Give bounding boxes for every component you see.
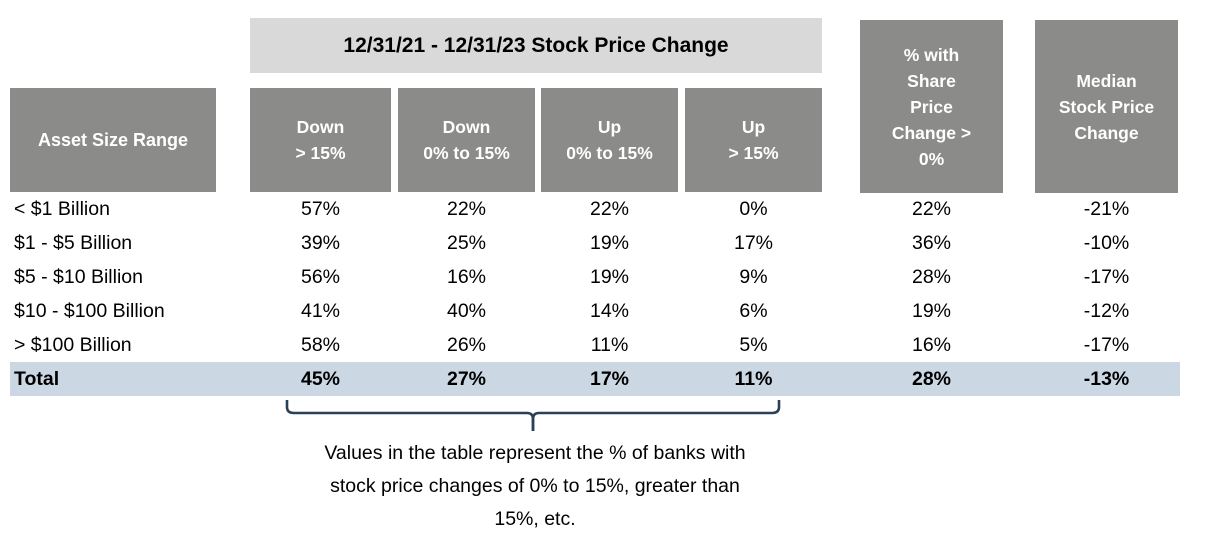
cell-pct-positive: 19% — [911, 300, 952, 322]
cell-down-gt-15: 45% — [300, 368, 341, 390]
cell-down-0-to-15: 27% — [446, 368, 487, 390]
cell-down-0-to-15: 22% — [446, 198, 487, 220]
cell-up-0-to-15: 22% — [589, 198, 630, 220]
cell-down-gt-15: 57% — [300, 198, 341, 220]
cell-pct-positive: 28% — [911, 368, 952, 390]
cell-down-gt-15: 41% — [300, 300, 341, 322]
cell-down-0-to-15: 16% — [446, 266, 487, 288]
brace-icon — [285, 398, 781, 438]
cell-up-0-to-15: 19% — [589, 232, 630, 254]
cell-median-change: -12% — [1083, 300, 1130, 322]
cell-down-0-to-15: 26% — [446, 334, 487, 356]
cell-pct-positive: 28% — [911, 266, 952, 288]
table-total-row: Total 45% 27% 17% 11% 28% -13% — [0, 362, 1225, 396]
cell-up-0-to-15: 14% — [589, 300, 630, 322]
cell-median-change: -21% — [1083, 198, 1130, 220]
cell-up-0-to-15: 19% — [589, 266, 630, 288]
table-row: $1 - $5 Billion 39% 25% 19% 17% 36% -10% — [0, 226, 1225, 260]
cell-median-change: -17% — [1083, 266, 1130, 288]
table-row: $10 - $100 Billion 41% 40% 14% 6% 19% -1… — [0, 294, 1225, 328]
cell-down-0-to-15: 25% — [446, 232, 487, 254]
cell-up-gt-15: 17% — [733, 232, 774, 254]
cell-down-gt-15: 39% — [300, 232, 341, 254]
table-row: > $100 Billion 58% 26% 11% 5% 16% -17% — [0, 328, 1225, 362]
cell-up-gt-15: 5% — [739, 334, 768, 356]
cell-up-gt-15: 11% — [734, 368, 773, 390]
col-header-down-0-to-15: Down 0% to 15% — [398, 88, 535, 192]
col-header-pct-with-positive-change: % with Share Price Change > 0% — [860, 20, 1003, 193]
cell-pct-positive: 22% — [911, 198, 952, 220]
total-row-highlight — [10, 362, 1180, 396]
cell-up-0-to-15: 17% — [589, 368, 630, 390]
cell-median-change: -10% — [1083, 232, 1130, 254]
cell-median-change: -17% — [1083, 334, 1130, 356]
col-header-down-gt-15: Down > 15% — [250, 88, 391, 192]
cell-down-0-to-15: 40% — [446, 300, 487, 322]
cell-up-gt-15: 9% — [739, 266, 768, 288]
cell-up-0-to-15: 11% — [590, 334, 629, 356]
cell-up-gt-15: 6% — [739, 300, 768, 322]
table-footnote: Values in the table represent the % of b… — [324, 442, 746, 530]
cell-pct-positive: 36% — [911, 232, 952, 254]
col-header-asset-size-range: Asset Size Range — [10, 88, 216, 192]
span-header-title: 12/31/21 - 12/31/23 Stock Price Change — [250, 18, 822, 73]
col-header-up-0-to-15: Up 0% to 15% — [541, 88, 678, 192]
table-row: < $1 Billion 57% 22% 22% 0% 22% -21% — [0, 192, 1225, 226]
cell-down-gt-15: 56% — [300, 266, 341, 288]
col-header-up-gt-15: Up > 15% — [685, 88, 822, 192]
col-header-median-stock-price-change: Median Stock Price Change — [1035, 20, 1178, 193]
row-label: $10 - $100 Billion — [14, 300, 165, 322]
table-row: $5 - $10 Billion 56% 16% 19% 9% 28% -17% — [0, 260, 1225, 294]
row-label-total: Total — [14, 368, 60, 390]
cell-median-change: -13% — [1083, 368, 1130, 390]
cell-up-gt-15: 0% — [739, 198, 768, 220]
cell-pct-positive: 16% — [911, 334, 952, 356]
cell-down-gt-15: 58% — [300, 334, 341, 356]
row-label: $5 - $10 Billion — [14, 266, 143, 288]
row-label: $1 - $5 Billion — [14, 232, 133, 254]
row-label: > $100 Billion — [14, 334, 132, 356]
row-label: < $1 Billion — [14, 198, 110, 220]
